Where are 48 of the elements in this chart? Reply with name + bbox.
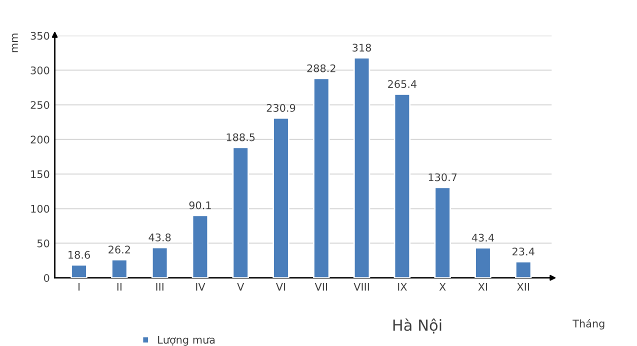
y-tick-label: 0 [44,274,50,282]
data-label: 130.7 [428,173,457,182]
x-tick-label: V [237,283,244,291]
x-tick-label: I [78,283,80,291]
x-tick-label: XI [478,283,488,291]
data-label: 43.4 [472,234,494,242]
y-tick-label: 300 [30,66,50,74]
y-axis-title: mm [12,34,18,52]
y-tick-label: 50 [37,239,50,248]
x-tick-label: IV [196,283,206,291]
y-tick-label: 250 [30,101,50,109]
data-label: 26.2 [108,246,130,254]
bar [514,260,532,278]
bar [313,78,330,278]
data-label: 318 [352,44,372,52]
y-tick-label: 350 [30,32,50,40]
data-label: 43.8 [148,233,171,242]
bar [232,146,249,278]
bar [151,246,168,278]
x-tick-label: XII [517,283,529,291]
text: Hà Nội [393,318,442,334]
bar [70,264,88,278]
x-tick-label: II [117,283,122,291]
x-tick-label: VIII [354,283,369,291]
bar [474,247,492,278]
legend-label: Lượng mưa [158,336,215,346]
x-tick-label: VII [314,283,327,291]
data-label: 90.1 [189,201,211,210]
bar [192,214,209,278]
data-label: 188.5 [226,133,255,142]
x-tick-label: III [156,283,164,291]
y-tick-label: 150 [31,170,50,178]
x-tick-label: VI [276,283,286,291]
x-tick-label: IX [398,283,407,291]
y-tick-label: 100 [31,204,50,213]
data-label: 265.4 [388,80,417,88]
bar [111,259,128,278]
data-label: 288.2 [307,64,336,72]
bar [272,117,290,278]
bar [394,93,411,278]
data-label: 18.6 [68,250,90,259]
data-label: 23.4 [512,248,534,256]
data-label: 230.9 [266,104,296,112]
bar [353,57,370,278]
x-axis-title: Tháng [572,319,604,330]
bar [434,186,451,278]
x-tick-label: X [439,283,446,291]
y-tick-label: 200 [30,136,50,144]
